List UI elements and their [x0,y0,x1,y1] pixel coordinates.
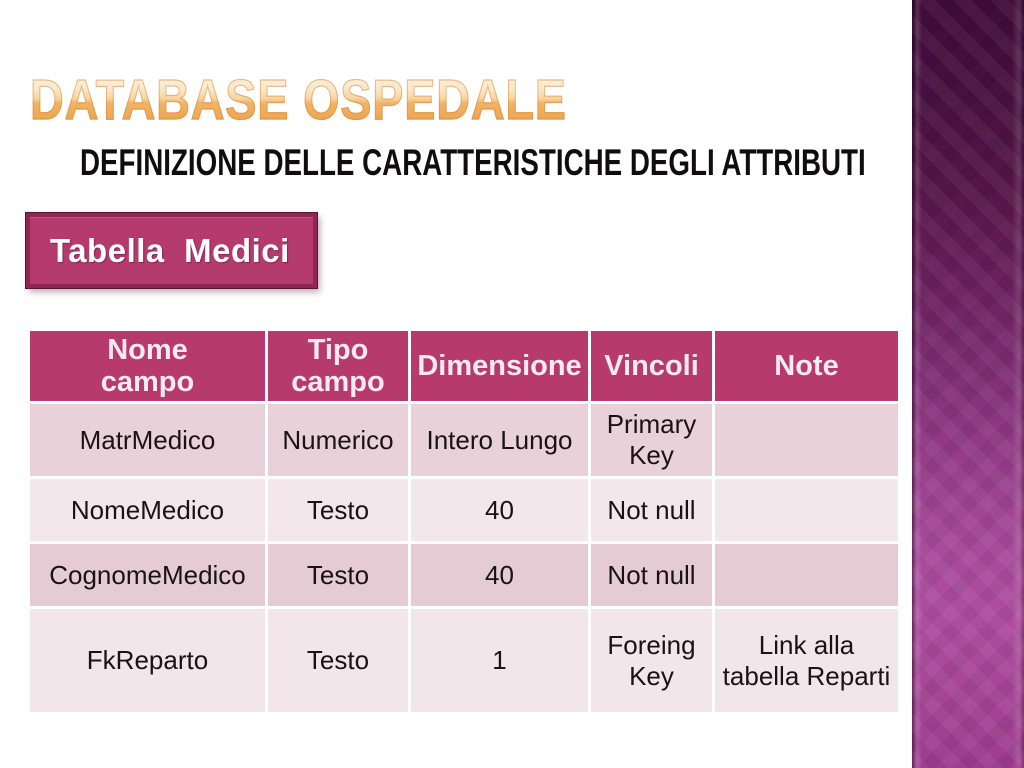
table-name-box: Tabella Medici [26,213,317,288]
slide-subtitle: DEFINIZIONE DELLE CARATTERISTICHE DEGLI … [80,142,866,183]
band-bevel-highlight [912,0,1024,768]
table-cell: Intero Lungo [411,404,588,476]
table-cell: 1 [411,609,588,712]
table-name-label: Tabella Medici [50,231,290,269]
table-cell: CognomeMedico [30,544,265,606]
table-cell: Link alla tabella Reparti [715,609,898,712]
table-cell: 40 [411,479,588,541]
table-cell: Numerico [268,404,408,476]
table-cell: Not null [591,479,712,541]
table-cell: 40 [411,544,588,606]
table-cell: NomeMedico [30,479,265,541]
table-cell: Testo [268,609,408,712]
table-cell: MatrMedico [30,404,265,476]
slide-title: DATABASE OSPEDALE [30,68,567,132]
attributes-table: Nome campo Tipo campo Dimensione Vincoli… [30,331,898,712]
table-cell [715,404,898,476]
table-cell [715,479,898,541]
right-decorative-band [912,0,1024,768]
table-cell: Foreing Key [591,609,712,712]
table-cell: Primary Key [591,404,712,476]
table-cell: Testo [268,544,408,606]
table-cell: FkReparto [30,609,265,712]
column-header-vincoli: Vincoli [591,331,712,401]
table-cell [715,544,898,606]
table-cell: Testo [268,479,408,541]
column-header-nome-campo: Nome campo [30,331,265,401]
column-header-dimensione: Dimensione [411,331,588,401]
column-header-tipo-campo: Tipo campo [268,331,408,401]
column-header-note: Note [715,331,898,401]
table-cell: Not null [591,544,712,606]
